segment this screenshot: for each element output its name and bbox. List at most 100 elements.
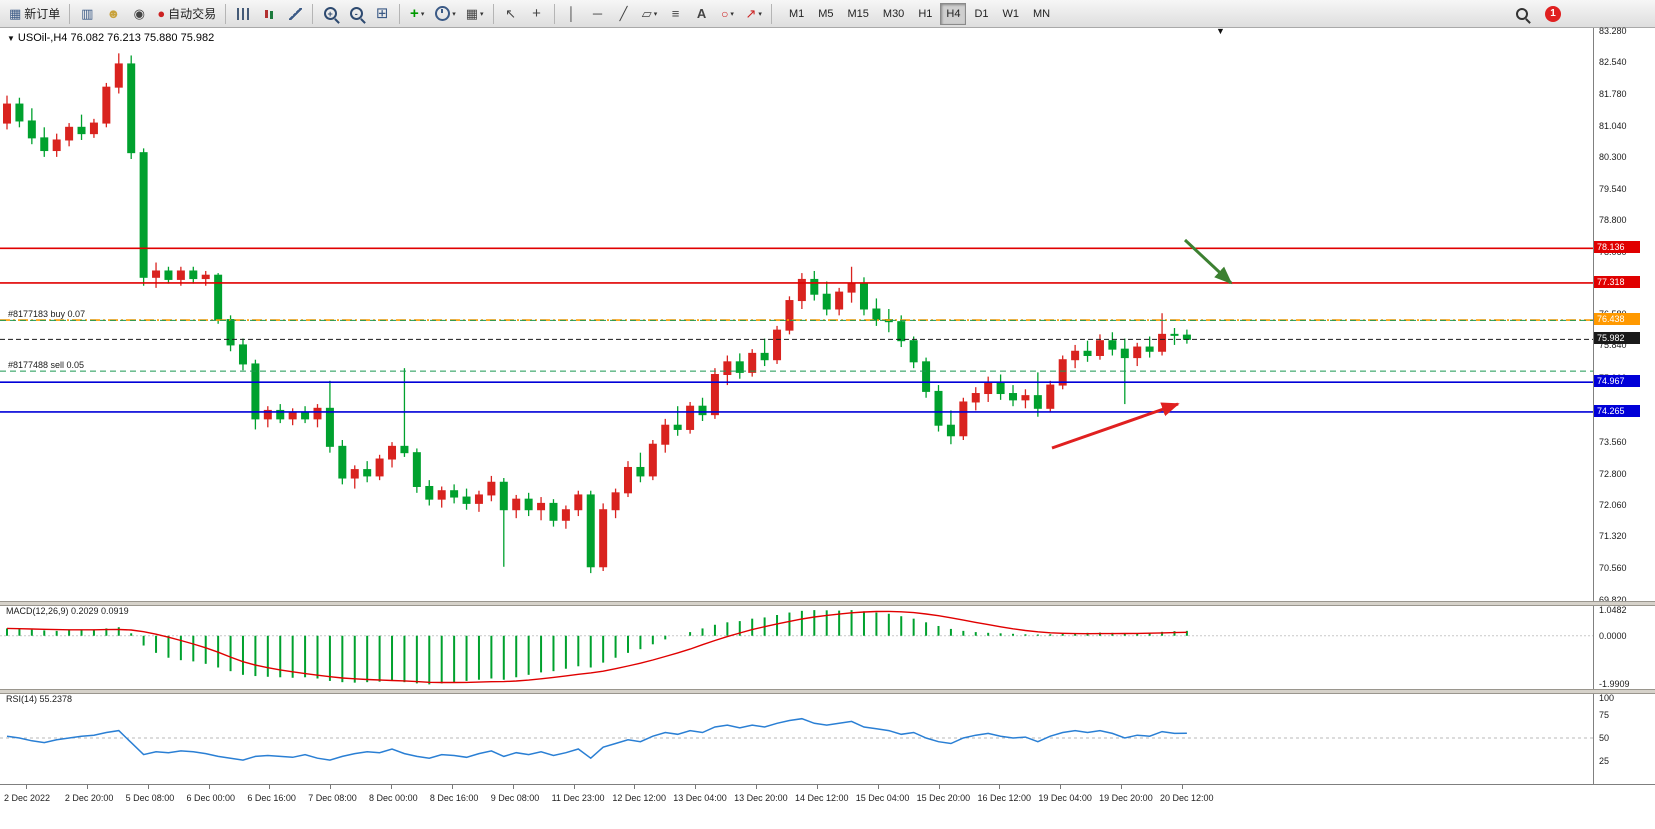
candle [797,273,806,310]
macd-plot [0,610,1593,685]
price-badge: 74.967 [1594,375,1640,388]
timeframe-m30-button[interactable]: M30 [882,7,905,20]
green-arrow[interactable] [1183,238,1233,285]
candle [909,336,918,369]
notification-badge[interactable]: 1 [1545,5,1561,22]
trendline-button[interactable]: ╱ [612,3,636,25]
candle [338,440,347,485]
templates-button[interactable]: ▦ ▾ [462,3,488,25]
vertical-line-button[interactable]: │ [560,3,584,25]
candle [425,480,434,506]
chevron-down-icon: ▾ [758,10,762,18]
zoom-out-button[interactable]: - [344,3,368,25]
fibonacci-button[interactable]: ≡ [664,3,688,25]
line-chart-button[interactable] [283,3,307,25]
price-badge: 74.265 [1594,404,1640,417]
toolbar-separator [492,3,494,24]
cursor-button[interactable]: ↖ [499,3,523,25]
candle [872,298,881,326]
panel-splitter[interactable] [0,601,1655,606]
timeframe-h4-button[interactable]: H4 [940,2,967,25]
candle [1095,334,1104,360]
search-button[interactable] [1510,3,1534,25]
horizontal-line-button[interactable]: ─ [586,3,610,25]
candle [847,266,856,303]
candle [1145,336,1154,358]
candle [276,404,285,424]
auto-trading-button[interactable]: ● 自动交易 [153,3,220,25]
toolbar-separator [399,3,401,24]
candle [77,114,86,140]
time-axis-label: 2 Dec 20:00 [64,793,114,803]
candle [549,499,558,527]
time-axis-tick [1121,785,1123,789]
candle [65,123,74,147]
price-scale-label: 71.320 [1599,531,1627,542]
candle [586,490,595,574]
macd-scale-label: 0.0000 [1599,630,1627,641]
panel-splitter[interactable] [0,689,1655,694]
rsi-scale-label: 25 [1599,756,1610,766]
timeframe-m1-button[interactable]: M1 [788,7,805,20]
price-chart[interactable]: ▼ USOil-,H4 76.082 76.213 75.880 75.982 ▼… [0,26,1593,601]
chevron-down-icon: ▾ [452,10,456,18]
bar-chart-icon [237,7,250,20]
profiles-button[interactable]: ☻ [101,3,125,25]
candle [412,448,421,493]
indicators-icon: + [410,5,419,22]
macd-panel[interactable]: MACD(12,26,9) 0.2029 0.0919 [0,604,1593,689]
time-axis[interactable]: 2 Dec 2022 2 Dec 20:00 5 Dec 08:00 6 Dec 00… [0,784,1655,829]
timeframe-m5-button[interactable]: M5 [818,7,834,20]
candle [785,296,794,335]
timeframe-w1-button[interactable]: W1 [1002,7,1020,20]
candle [698,397,707,421]
price-scale[interactable]: 83.280 82.540 81.780 81.040 80.300 79.540 78.8… [1593,26,1655,828]
charts-icon: ▥ [81,6,94,21]
text-tool-button[interactable]: A [690,3,714,25]
candlestick-chart-button[interactable] [257,3,281,25]
shapes-button[interactable]: ○ ▾ [716,3,740,25]
candle [810,270,819,301]
indicators-button[interactable]: + ▾ [405,3,429,25]
alerts-button[interactable]: ◉ [127,3,151,25]
arrow-tool-button[interactable]: ↗ ▾ [742,3,766,25]
red-arrow[interactable] [1051,402,1180,450]
candle [934,385,943,432]
candle [599,503,608,571]
candle [3,95,11,130]
time-axis-label: 15 Dec 04:00 [855,793,910,803]
candle [922,357,931,398]
new-order-button[interactable]: ▦ 新订单 [5,3,64,25]
time-axis-label: 5 Dec 08:00 [125,793,175,803]
time-axis-label: 13 Dec 04:00 [673,793,727,803]
profiles-icon: ☻ [106,6,121,21]
timeframe-h1-button[interactable]: H1 [918,7,933,20]
candle [301,406,310,424]
candle [164,266,173,284]
charts-button[interactable]: ▥ [75,3,99,25]
timeframe-mn-button[interactable]: MN [1033,7,1051,20]
macd-scale-label: 1.0482 [1599,605,1627,616]
zoom-in-button[interactable]: + [318,3,342,25]
timeframe-d1-button[interactable]: D1 [974,7,989,20]
candle [624,461,632,498]
candle [499,478,508,567]
price-scale-label: 70.560 [1599,563,1627,574]
candle [971,387,980,411]
rsi-panel[interactable]: RSI(14) 55.2378 [0,692,1593,784]
crosshair-button[interactable]: + [525,3,549,25]
candle [748,349,757,377]
candle [1182,329,1191,344]
candle [1108,332,1117,356]
price-scale-label: 81.780 [1599,89,1627,100]
autoscroll-marker-icon[interactable]: ▼ [1216,26,1225,36]
periods-button[interactable]: ▾ [431,3,460,25]
timeframe-m15-button[interactable]: M15 [847,7,869,20]
channel-icon: ▱ [641,6,652,21]
tile-windows-button[interactable]: ⊞ [370,3,394,25]
symbol-dropdown-icon[interactable]: ▼ [7,34,15,43]
candle [238,338,247,371]
channel-button[interactable]: ▱ ▾ [638,3,662,25]
toolbar-right-group: 1 [1509,3,1561,25]
bar-chart-button[interactable] [231,3,255,25]
